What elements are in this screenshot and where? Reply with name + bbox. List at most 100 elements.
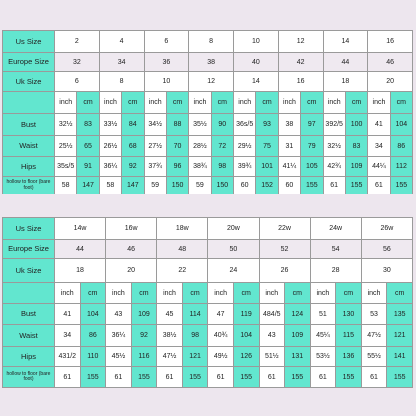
cm-header: cm [255,91,279,114]
inch-header: inch [367,91,391,114]
waist-cm-cell: 104 [232,324,260,347]
bust-cm-cell: 109 [130,303,158,325]
europe-size-cell: 36 [143,52,190,72]
cm-header: cm [386,282,413,304]
waist-cm-cell: 75 [255,135,279,157]
bust-cm-cell: 84 [121,113,145,136]
hips-inch-cell: 39¾ [232,156,257,177]
waist-cm-cell: 98 [181,324,209,347]
cm-header: cm [181,282,209,304]
waist-inch-cell: 29½ [232,135,257,157]
section-gap [0,194,416,217]
us-size-cell: 18w [156,217,209,240]
bust-cm-cell: 97 [300,113,324,136]
hollow-cm-cell: 150 [210,176,235,195]
waist-cm-cell: 86 [79,324,107,347]
hips-inch-cell: 41¼ [277,156,302,177]
europe-size-cell: 42 [277,52,324,72]
hollow-cm-cell: 155 [79,366,107,388]
cm-header: cm [76,91,100,114]
uk-size-cell: 28 [309,258,362,283]
hips-inch-cell: 51½ [258,346,286,367]
hips-inch-cell: 55½ [360,346,388,367]
unit-row-blank [2,282,55,304]
size-chart-table-plus: Us Size 14w 16w 18w 20w 22w 24w 26w Euro… [2,217,414,388]
europe-size-cell: 54 [309,239,362,259]
hollow-cm-cell: 155 [181,366,209,388]
bust-cm-cell: 104 [389,113,414,136]
waist-inch-cell: 27½ [143,135,167,157]
hips-cm-cell: 96 [165,156,190,177]
hips-cm-cell: 121 [181,346,209,367]
hollow-inch-cell: 60 [232,176,257,195]
europe-size-label: Europe Size [2,239,55,259]
hips-cm-cell: 98 [210,156,235,177]
unit-row: inch cm inch cm inch cm inch cm inch cm … [2,91,414,114]
hips-label: Hips [2,346,55,367]
bust-cm-cell: 104 [79,303,107,325]
bust-cm-cell: 135 [386,303,413,325]
hollow-cm-cell: 155 [284,366,311,388]
waist-inch-cell: 34 [367,135,391,157]
uk-size-cell: 8 [98,71,145,92]
hollow-label: hollow to floor (bare foot) [2,366,55,388]
hollow-inch-cell: 61 [156,366,183,388]
waist-cm-cell: 83 [344,135,369,157]
hollow-cm-cell: 155 [300,176,324,195]
us-size-cell: 10 [233,30,279,53]
hips-inch-cell: 35s/5 [53,156,78,177]
hips-inch-cell: 431/2 [54,346,81,367]
us-size-cell: 14 [322,30,369,53]
waist-inch-cell: 28½ [188,135,212,157]
hips-label: Hips [2,156,55,177]
hips-row: Hips 431/2 110 45½ 116 47½ 121 49½ 126 5… [2,346,413,367]
uk-size-cell: 10 [143,71,190,92]
size-chart-table-regular: Us Size 2 4 6 8 10 12 14 16 Europe Size … [2,30,414,195]
europe-size-cell: 38 [188,52,234,72]
uk-size-cell: 16 [277,71,324,92]
cm-header: cm [232,282,260,304]
bust-cm-cell: 83 [76,113,100,136]
bust-row: Bust 32½ 83 33½ 84 34½ 88 35½ 90 36s/5 9… [2,113,414,136]
hollow-inch-cell: 61 [309,366,337,388]
europe-size-cell: 40 [233,52,279,72]
hips-cm-cell: 116 [130,346,158,367]
cm-header: cm [300,91,324,114]
hips-cm-cell: 126 [232,346,260,367]
bust-label: Bust [2,303,55,325]
inch-header: inch [258,282,286,304]
hollow-cm-cell: 152 [255,176,279,195]
us-size-label: Us Size [2,217,55,240]
hips-inch-cell: 44¼ [367,156,391,177]
waist-inch-cell: 25½ [53,135,78,157]
waist-cm-cell: 79 [300,135,324,157]
bust-inch-cell: 35½ [188,113,212,136]
europe-size-cell: 48 [156,239,209,259]
cm-header: cm [130,282,158,304]
hollow-inch-cell: 61 [258,366,286,388]
bust-label: Bust [2,113,55,136]
bust-cm-cell: 119 [232,303,260,325]
hips-cm-cell: 91 [76,156,100,177]
waist-label: Waist [2,135,55,157]
hollow-inch-cell: 59 [188,176,212,195]
bust-inch-cell: 32½ [53,113,78,136]
us-size-cell: 22w [258,217,311,240]
bust-inch-cell: 41 [54,303,81,325]
hollow-cm-cell: 147 [121,176,145,195]
europe-size-cell: 34 [98,52,145,72]
uk-size-cell: 14 [233,71,279,92]
bust-inch-cell: 47 [207,303,234,325]
hollow-cm-cell: 155 [232,366,260,388]
hollow-inch-cell: 58 [98,176,123,195]
uk-size-row: Uk Size 6 8 10 12 14 16 18 20 [2,71,413,92]
uk-size-cell: 18 [53,258,107,283]
inch-header: inch [207,282,234,304]
europe-size-cell: 56 [360,239,414,259]
hollow-inch-cell: 61 [322,176,346,195]
hollow-inch-cell: 61 [360,366,388,388]
waist-inch-cell: 34 [54,324,81,347]
waist-inch-cell: 45¼ [309,324,337,347]
waist-cm-cell: 115 [335,324,362,347]
unit-row: inch cm inch cm inch cm inch cm inch cm … [2,282,413,304]
